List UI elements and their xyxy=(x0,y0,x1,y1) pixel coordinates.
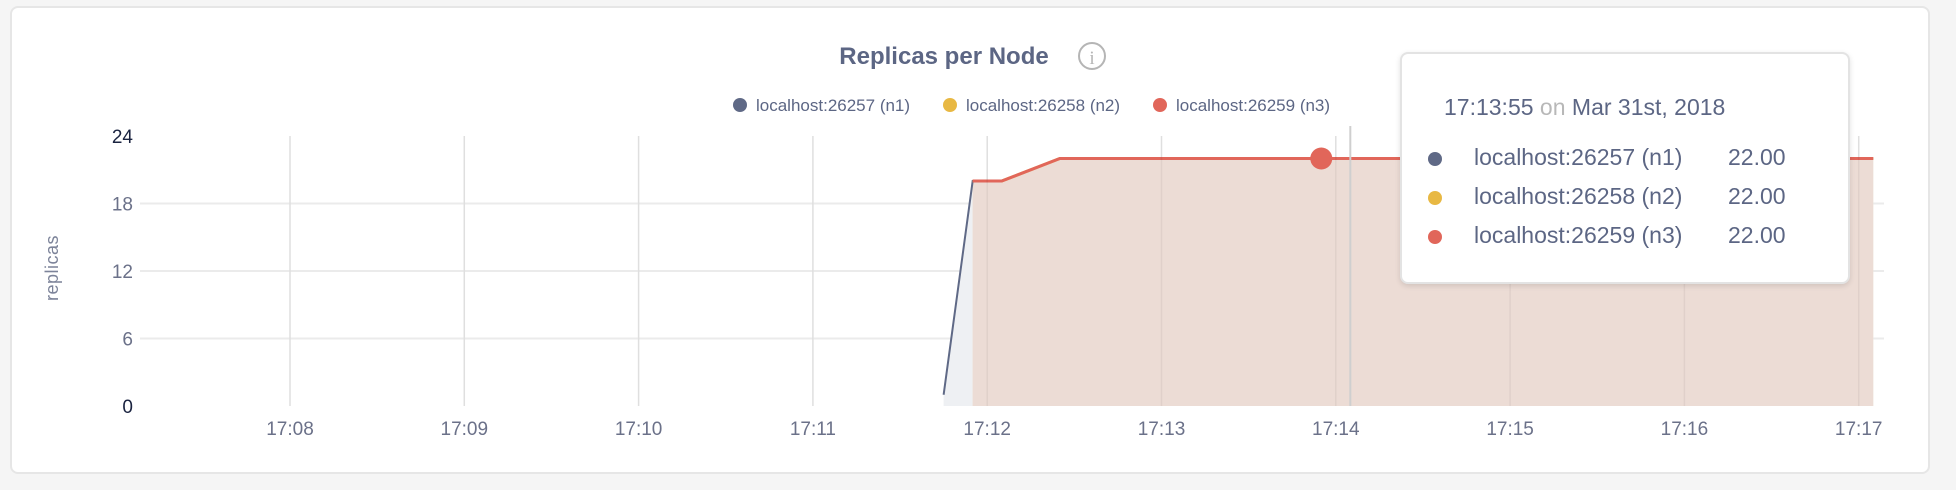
tooltip-series-name: localhost:26258 (n2) xyxy=(1474,183,1683,209)
tooltip-row: localhost:26259 (n3) 22.00 xyxy=(1428,222,1828,252)
x-tick-label: 17:14 xyxy=(1312,419,1360,440)
y-tick-label: 6 xyxy=(122,330,133,351)
tooltip-series-value: 22.00 xyxy=(1728,183,1786,209)
x-tick-label: 17:16 xyxy=(1661,419,1709,440)
x-tick-label: 17:08 xyxy=(266,419,314,440)
tooltip-row: localhost:26258 (n2) 22.00 xyxy=(1428,183,1828,213)
tooltip-series-name: localhost:26257 (n1) xyxy=(1474,144,1683,170)
y-tick-label: 12 xyxy=(112,262,133,283)
chart-title: Replicas per Node xyxy=(839,43,1048,70)
tooltip-series-value: 22.00 xyxy=(1728,222,1786,248)
y-axis-label: replicas xyxy=(42,235,62,301)
hover-tooltip: 17:13:55 on Mar 31st, 2018 localhost:262… xyxy=(1400,52,1850,284)
hover-point xyxy=(1310,147,1333,170)
tooltip-timestamp: 17:13:55 on Mar 31st, 2018 xyxy=(1444,94,1725,121)
svg-text:i: i xyxy=(1089,48,1094,69)
legend: localhost:26257 (n1) localhost:26258 (n2)… xyxy=(733,96,1330,115)
legend-label: localhost:26257 (n1) xyxy=(756,96,910,115)
tooltip-series-name: localhost:26259 (n3) xyxy=(1474,222,1683,248)
y-axis: 0 6 12 18 24 xyxy=(112,127,134,418)
tooltip-date: Mar 31st, 2018 xyxy=(1571,94,1726,120)
hover-marks xyxy=(1310,126,1352,406)
x-tick-label: 17:11 xyxy=(790,419,836,440)
x-tick-label: 17:10 xyxy=(615,419,663,440)
x-tick-label: 17:13 xyxy=(1138,419,1186,440)
x-tick-label: 17:09 xyxy=(441,419,489,440)
legend-dot-icon xyxy=(733,98,747,112)
tooltip-time: 17:13:55 xyxy=(1444,94,1534,120)
y-tick-label: 18 xyxy=(112,195,133,216)
tooltip-on: on xyxy=(1539,94,1566,120)
legend-label: localhost:26259 (n3) xyxy=(1176,96,1330,115)
x-tick-label: 17:15 xyxy=(1486,419,1534,440)
series-dot-icon xyxy=(1428,191,1442,205)
y-tick-label: 24 xyxy=(112,127,134,148)
x-axis: 17:08 17:09 17:10 17:11 17:12 17:13 17:14 17:15… xyxy=(266,419,1882,440)
tooltip-row: localhost:26257 (n1) 22.00 xyxy=(1428,144,1828,174)
x-tick-label: 17:12 xyxy=(963,419,1011,440)
series-dot-icon xyxy=(1428,230,1442,244)
y-tick-label: 0 xyxy=(122,397,133,418)
legend-dot-icon xyxy=(1153,98,1167,112)
info-circle-icon[interactable]: i xyxy=(1078,42,1106,70)
series-dot-icon xyxy=(1428,152,1442,166)
tooltip-series-value: 22.00 xyxy=(1728,144,1786,170)
legend-dot-icon xyxy=(943,98,957,112)
x-tick-label: 17:17 xyxy=(1835,419,1883,440)
legend-label: localhost:26258 (n2) xyxy=(966,96,1120,115)
